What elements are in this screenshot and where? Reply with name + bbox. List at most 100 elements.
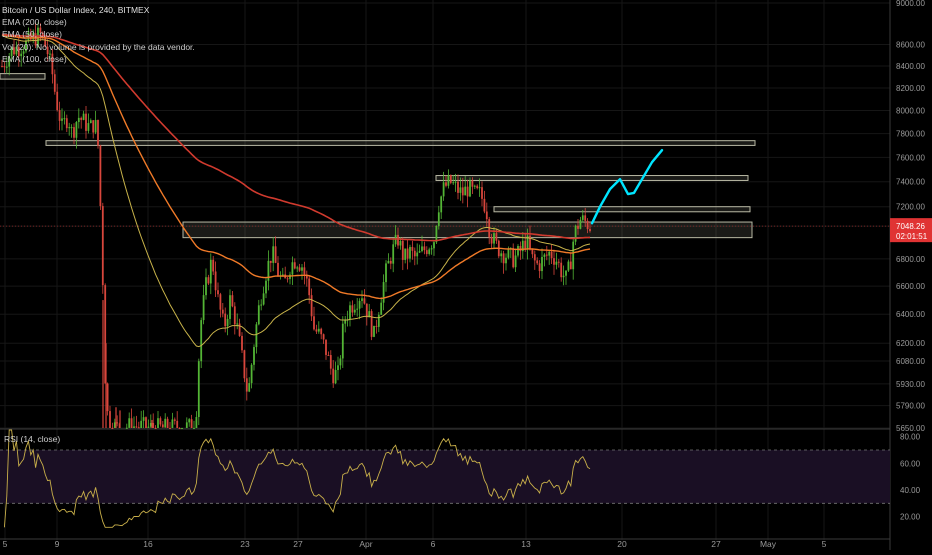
candle-body <box>188 419 191 423</box>
candle-body <box>231 295 234 307</box>
rsi-tick-label: 20.00 <box>900 513 921 522</box>
candle-body <box>337 365 339 371</box>
y-tick-label: 5790.00 <box>896 402 925 411</box>
candle-body <box>449 175 452 183</box>
candle-body <box>94 120 97 133</box>
candle-body <box>209 259 212 284</box>
candle-body <box>377 314 380 327</box>
candle-body <box>517 246 519 256</box>
candle-body <box>58 110 61 121</box>
candle-body <box>325 339 327 355</box>
x-tick-label: May <box>760 539 777 549</box>
candle-body <box>224 313 227 327</box>
candle-body <box>454 181 457 183</box>
candle-body <box>392 244 395 264</box>
candle-body <box>109 411 111 428</box>
candle-body <box>519 246 522 252</box>
zone-rect <box>435 175 749 181</box>
candle-body <box>435 225 438 243</box>
candle-body <box>245 378 248 392</box>
candle-body <box>586 220 589 230</box>
candle-body <box>44 37 47 47</box>
candle-body <box>505 257 507 264</box>
candle-body <box>344 320 347 324</box>
candle-body <box>303 267 306 275</box>
candle-body <box>334 370 337 384</box>
candle-body <box>195 417 198 428</box>
candle-body <box>437 212 440 226</box>
candle-body <box>140 420 143 428</box>
candle-body <box>339 358 342 366</box>
candle-body <box>8 56 11 67</box>
candle-body <box>329 355 332 369</box>
candle-body <box>205 277 207 296</box>
candle-body <box>260 304 263 306</box>
candle-body <box>553 258 555 265</box>
candle-body <box>315 329 318 332</box>
candle-body <box>281 274 284 276</box>
candle-body <box>433 242 435 249</box>
candle-body <box>39 27 42 33</box>
candle-body <box>461 187 464 196</box>
candle-body <box>301 267 303 271</box>
candle-body <box>399 240 402 246</box>
candle-body <box>512 248 515 268</box>
candle-body <box>226 318 229 327</box>
candle-body <box>478 187 481 189</box>
candle-body <box>142 417 145 421</box>
candle-body <box>310 295 313 317</box>
price-tag-box <box>890 218 932 243</box>
candle-body <box>493 233 495 244</box>
candle-body <box>77 117 80 123</box>
candle-body <box>97 120 99 146</box>
candle-body <box>385 263 387 283</box>
candle-body <box>370 311 373 337</box>
candle-body <box>445 182 447 186</box>
candle-body <box>459 187 462 193</box>
candle-body <box>543 254 546 257</box>
candle-body <box>332 368 335 384</box>
candle-body <box>154 428 157 429</box>
price-tag-value: 7048.26 <box>896 222 925 231</box>
zone-rect <box>0 73 46 80</box>
ema50-line <box>1 34 591 348</box>
candle-body <box>92 120 95 133</box>
candle-body <box>166 418 169 428</box>
candle-body <box>574 225 577 242</box>
candle-body <box>545 254 548 256</box>
candle-body <box>217 290 219 295</box>
candle-body <box>61 118 63 121</box>
candle-body <box>56 91 59 111</box>
candle-body <box>104 285 107 384</box>
candle-body <box>577 225 579 229</box>
candle-body <box>481 187 483 199</box>
candle-body <box>82 113 85 120</box>
candle-body <box>500 253 503 257</box>
candle-body <box>161 424 164 428</box>
price-tag-countdown: 02:01:51 <box>896 232 928 241</box>
candle-body <box>320 328 323 335</box>
candle-body <box>272 246 275 263</box>
x-tick-label: 27 <box>711 539 721 549</box>
candle-body <box>214 271 217 291</box>
candle-body <box>269 260 272 263</box>
x-tick-label: 9 <box>55 539 60 549</box>
candle-body <box>267 260 270 281</box>
candle-body <box>584 215 587 221</box>
candle-body <box>185 422 188 428</box>
candle-body <box>411 246 414 251</box>
candle-body <box>250 364 253 384</box>
candle-body <box>308 278 311 296</box>
annotation <box>590 149 664 225</box>
candle-body <box>502 253 505 264</box>
candle-body <box>569 261 572 270</box>
candle-body <box>581 215 584 220</box>
candle-body <box>80 117 83 120</box>
emas <box>1 33 591 348</box>
candle-body <box>53 74 56 92</box>
candle-body <box>430 248 433 250</box>
y-tick-label: 9000.00 <box>896 0 925 8</box>
candle-body <box>565 270 567 276</box>
